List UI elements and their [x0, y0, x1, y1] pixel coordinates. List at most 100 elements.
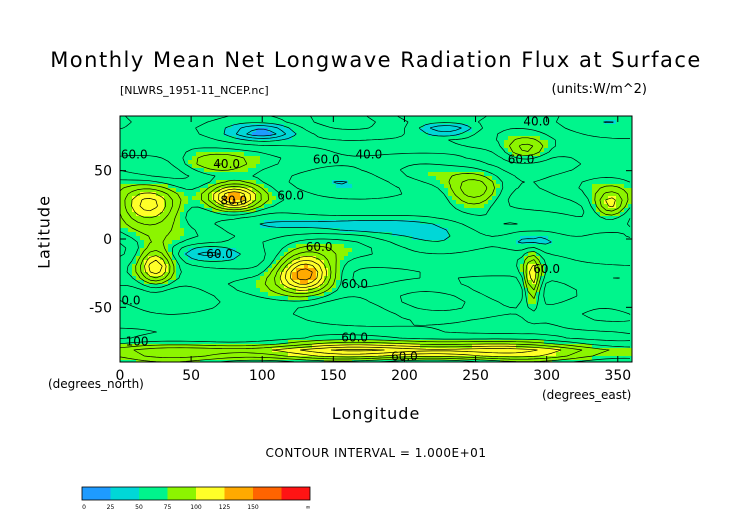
field-cell [256, 300, 261, 305]
field-cell [288, 228, 293, 233]
field-cell [432, 256, 437, 261]
field-cell [384, 244, 389, 249]
field-cell [344, 240, 349, 245]
field-cell [172, 120, 177, 125]
field-cell [264, 280, 269, 285]
field-cell [400, 124, 405, 129]
field-cell [380, 144, 385, 149]
field-cell [196, 356, 201, 361]
field-cell [292, 300, 297, 305]
field-cell [220, 316, 225, 321]
field-cell [432, 320, 437, 325]
field-cell [364, 352, 369, 357]
field-cell [288, 184, 293, 189]
field-cell [240, 224, 245, 229]
field-cell [192, 268, 197, 273]
field-cell [228, 224, 233, 229]
field-cell [200, 336, 205, 341]
field-cell [248, 232, 253, 237]
field-cell [180, 272, 185, 277]
field-cell [172, 356, 177, 361]
field-cell [424, 320, 429, 325]
field-cell [432, 196, 437, 201]
field-cell [184, 160, 189, 165]
field-cell [128, 268, 133, 273]
field-cell [276, 264, 281, 269]
field-cell [244, 304, 249, 309]
field-cell [172, 316, 177, 321]
field-cell [260, 316, 265, 321]
field-cell [288, 116, 293, 121]
field-cell [272, 316, 277, 321]
field-cell [132, 360, 137, 362]
field-cell [408, 312, 413, 317]
field-cell [324, 192, 329, 197]
field-cell [324, 316, 329, 321]
field-cell [356, 156, 361, 161]
field-cell [288, 252, 293, 257]
field-cell [340, 320, 345, 325]
field-cell [196, 256, 201, 261]
field-cell [228, 300, 233, 305]
field-cell [268, 148, 273, 153]
field-cell [392, 176, 397, 181]
field-cell [252, 172, 257, 177]
field-cell [132, 236, 137, 241]
field-cell [132, 252, 137, 257]
field-cell [148, 288, 153, 293]
field-cell [316, 300, 321, 305]
field-cell [204, 140, 209, 145]
field-cell [140, 296, 145, 301]
field-cell [248, 120, 253, 125]
field-cell [356, 160, 361, 165]
field-cell [340, 304, 345, 309]
field-cell [280, 128, 285, 133]
field-cell [312, 316, 317, 321]
field-cell [308, 128, 313, 133]
field-cell [336, 324, 341, 329]
field-cell [176, 236, 181, 241]
field-cell [404, 252, 409, 257]
field-cell [224, 204, 229, 209]
field-cell [352, 304, 357, 309]
field-cell [384, 264, 389, 269]
field-cell [192, 152, 197, 157]
field-cell [428, 168, 433, 173]
field-cell [320, 184, 325, 189]
field-cell [420, 136, 425, 141]
field-cell [120, 240, 125, 245]
field-cell [388, 156, 393, 161]
field-cell [204, 172, 209, 177]
field-cell [364, 256, 369, 261]
field-cell [384, 164, 389, 169]
field-cell [140, 264, 145, 269]
field-cell [320, 116, 325, 121]
field-cell [136, 348, 141, 353]
field-cell [380, 220, 385, 225]
field-cell [416, 152, 421, 157]
field-cell [424, 168, 429, 173]
field-cell [364, 164, 369, 169]
field-cell [436, 160, 441, 165]
field-cell [268, 268, 273, 273]
field-cell [368, 132, 373, 137]
field-cell [216, 236, 221, 241]
field-cell [204, 136, 209, 141]
field-cell [368, 148, 373, 153]
field-cell [180, 344, 185, 349]
field-cell [324, 284, 329, 289]
field-cell [348, 216, 353, 221]
field-cell [260, 252, 265, 257]
field-cell [300, 300, 305, 305]
field-cell [372, 152, 377, 157]
field-cell [336, 272, 341, 277]
field-cell [272, 124, 277, 129]
field-cell [244, 300, 249, 305]
field-cell [264, 288, 269, 293]
field-cell [232, 252, 237, 257]
field-cell [124, 268, 129, 273]
field-cell [156, 204, 161, 209]
field-cell [228, 188, 233, 193]
field-cell [408, 176, 413, 181]
field-cell [312, 176, 317, 181]
